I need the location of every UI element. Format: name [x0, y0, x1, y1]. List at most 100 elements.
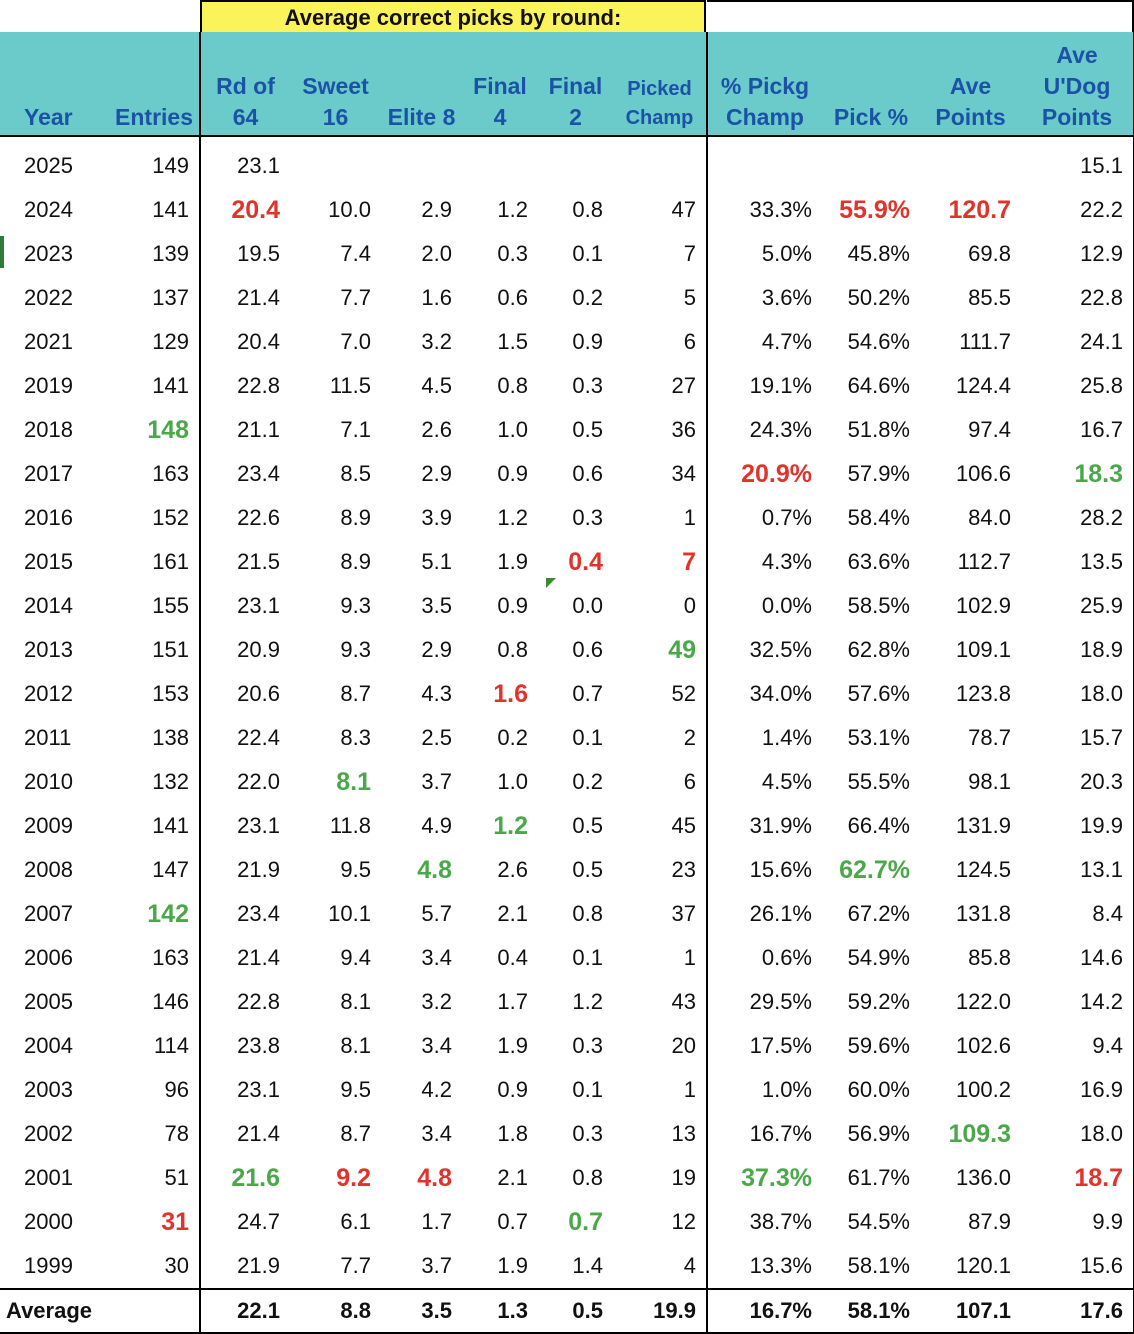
cell-final2[interactable]: 0.2 — [572, 285, 603, 310]
cell-pick-pct[interactable]: 54.5% — [847, 1209, 910, 1234]
header-underdog-points[interactable]: Ave U'Dog Points — [1021, 32, 1134, 137]
cell-final4[interactable]: 1.0 — [497, 417, 528, 442]
cell-sweet16[interactable]: 10.0 — [328, 197, 371, 222]
cell-final4[interactable]: 0.8 — [497, 373, 528, 398]
cell-final4[interactable]: 1.8 — [497, 1121, 528, 1146]
cell-final4[interactable]: 1.2 — [493, 812, 528, 840]
header-rd64[interactable]: Rd of 64 — [199, 32, 290, 137]
cell-underdog-points[interactable]: 20.3 — [1021, 760, 1134, 804]
cell-year[interactable]: 2016 — [24, 505, 73, 530]
cell-ave-points[interactable]: 109.1 — [955, 637, 1011, 662]
cell-year[interactable]: 2021 — [24, 329, 73, 354]
cell-final4[interactable]: 0.8 — [497, 637, 528, 662]
cell-rd64[interactable]: 21.4 — [199, 936, 290, 980]
cell-picked-champ[interactable]: 12 — [613, 1200, 708, 1244]
cell-pick-pct[interactable]: 57.9% — [847, 461, 910, 486]
cell-picked-champ[interactable]: 43 — [613, 980, 708, 1024]
cell-final4[interactable]: 2.6 — [497, 857, 528, 882]
cell-sweet16[interactable]: 8.1 — [336, 768, 371, 796]
cell-underdog-points[interactable]: 14.2 — [1021, 980, 1134, 1024]
header-final2[interactable]: Final 2 — [538, 32, 613, 137]
cell-picked-champ[interactable]: 5 — [613, 276, 708, 320]
cell-pct-picking-champ[interactable] — [707, 144, 822, 188]
cell-ave-points[interactable]: 124.5 — [955, 857, 1011, 882]
cell-pct-picking-champ[interactable]: 19.1% — [749, 373, 812, 398]
cell-ave-points[interactable]: 112.7 — [957, 549, 1011, 574]
cell-entries[interactable]: 148 — [147, 416, 189, 444]
cell-sweet16[interactable]: 10.1 — [328, 901, 371, 926]
cell-entries[interactable]: 129 — [152, 329, 189, 354]
cell-ave-points[interactable]: 124.4 — [955, 373, 1011, 398]
cell-underdog-points[interactable]: 22.8 — [1021, 276, 1134, 320]
cell-picked-champ[interactable]: 52 — [613, 672, 708, 716]
cell-pct-picking-champ[interactable]: 29.5% — [749, 989, 812, 1014]
cell-pick-pct[interactable]: 55.9% — [839, 196, 910, 224]
cell-pct-picking-champ[interactable]: 31.9% — [749, 813, 812, 838]
cell-rd64[interactable]: 21.6 — [199, 1156, 290, 1200]
cell-pick-pct[interactable]: 58.1% — [847, 1253, 910, 1278]
cell-ave-points[interactable]: 84.0 — [968, 505, 1011, 530]
cell-underdog-points[interactable]: 25.8 — [1021, 364, 1134, 408]
cell-picked-champ[interactable]: 23 — [613, 848, 708, 892]
cell-pct-picking-champ[interactable]: 3.6% — [761, 285, 812, 310]
cell-final2[interactable]: 0.0 — [572, 593, 603, 618]
cell-elite8[interactable]: 4.2 — [421, 1077, 452, 1102]
cell-pct-picking-champ[interactable]: 15.6% — [749, 857, 812, 882]
cell-final2[interactable]: 0.6 — [572, 461, 603, 486]
cell-ave-points[interactable]: 107.1 — [920, 1288, 1021, 1334]
cell-underdog-points[interactable]: 9.9 — [1021, 1200, 1134, 1244]
cell-year[interactable]: 2022 — [24, 285, 73, 310]
cell-final2[interactable]: 0.3 — [572, 1033, 603, 1058]
cell-pick-pct[interactable]: 66.4% — [847, 813, 910, 838]
cell-picked-champ[interactable]: 47 — [613, 188, 708, 232]
cell-underdog-points[interactable]: 22.2 — [1021, 188, 1134, 232]
cell-rd64[interactable]: 23.1 — [199, 584, 290, 628]
cell-pick-pct[interactable]: 59.6% — [847, 1033, 910, 1058]
cell-ave-points[interactable]: 87.9 — [968, 1209, 1011, 1234]
cell-elite8[interactable]: 3.7 — [421, 1253, 452, 1278]
cell-final2[interactable]: 0.8 — [572, 901, 603, 926]
cell-picked-champ[interactable]: 1 — [613, 1068, 708, 1112]
cell-final4[interactable]: 0.9 — [497, 593, 528, 618]
cell-rd64[interactable]: 20.4 — [199, 320, 290, 364]
cell-underdog-points[interactable]: 18.0 — [1021, 1112, 1134, 1156]
cell-ave-points[interactable]: 102.6 — [955, 1033, 1011, 1058]
cell-rd64[interactable]: 23.1 — [199, 804, 290, 848]
cell-entries[interactable]: 30 — [164, 1253, 189, 1278]
cell-entries[interactable]: 139 — [152, 241, 189, 266]
cell-picked-champ[interactable]: 6 — [613, 760, 708, 804]
cell-final2[interactable]: 0.8 — [572, 197, 603, 222]
cell-final4[interactable]: 0.3 — [497, 241, 528, 266]
cell-rd64[interactable]: 21.5 — [199, 540, 290, 584]
cell-rd64[interactable]: 24.7 — [199, 1200, 290, 1244]
cell-elite8[interactable]: 3.9 — [421, 505, 452, 530]
cell-ave-points[interactable]: 120.1 — [955, 1253, 1011, 1278]
cell-ave-points[interactable]: 111.7 — [959, 329, 1011, 354]
header-entries[interactable]: Entries — [97, 32, 200, 137]
cell-rd64[interactable]: 20.4 — [199, 188, 290, 232]
cell-pct-picking-champ[interactable]: 16.7% — [707, 1288, 822, 1334]
cell-entries[interactable]: 153 — [152, 681, 189, 706]
cell-underdog-points[interactable]: 16.9 — [1021, 1068, 1134, 1112]
cell-final2[interactable]: 0.5 — [572, 857, 603, 882]
cell-pct-picking-champ[interactable]: 32.5% — [749, 637, 812, 662]
cell-elite8[interactable]: 2.5 — [421, 725, 452, 750]
cell-final4[interactable]: 0.9 — [497, 1077, 528, 1102]
cell-underdog-points[interactable]: 18.3 — [1021, 452, 1134, 496]
header-pick-pct[interactable]: Pick % — [822, 32, 920, 137]
cell-underdog-points[interactable]: 24.1 — [1021, 320, 1134, 364]
cell-elite8[interactable]: 4.8 — [417, 1164, 452, 1192]
cell-final4[interactable]: 1.2 — [497, 505, 528, 530]
cell-pick-pct[interactable] — [822, 144, 920, 188]
cell-year[interactable]: 2003 — [24, 1077, 73, 1102]
cell-pick-pct[interactable]: 59.2% — [847, 989, 910, 1014]
cell-entries[interactable]: 141 — [152, 373, 189, 398]
cell-rd64[interactable]: 20.6 — [199, 672, 290, 716]
cell-final2[interactable] — [538, 144, 613, 188]
cell-elite8[interactable] — [381, 144, 462, 188]
cell-ave-points[interactable]: 131.8 — [955, 901, 1011, 926]
cell-elite8[interactable]: 3.7 — [421, 769, 452, 794]
cell-pct-picking-champ[interactable]: 0.7% — [761, 505, 812, 530]
cell-elite8[interactable]: 2.9 — [421, 461, 452, 486]
cell-entries[interactable]: 151 — [152, 637, 189, 662]
